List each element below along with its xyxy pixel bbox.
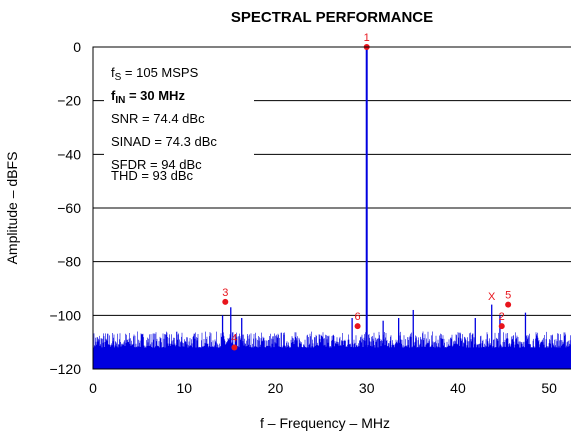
marker-dot	[231, 344, 238, 351]
marker-dot	[354, 323, 361, 330]
stats-box	[104, 59, 254, 185]
marker-label: 4	[231, 333, 237, 345]
marker-label: 3	[222, 287, 228, 299]
sfdr-annotation: SFDR = 94 dBc	[111, 157, 202, 172]
y-axis-label: Amplitude – dBFS	[4, 152, 20, 265]
marker-label: 2	[499, 311, 505, 323]
marker-dot	[505, 301, 512, 308]
snr-annotation: SNR = 74.4 dBc	[111, 111, 205, 126]
y-tick-label: 0	[73, 39, 81, 55]
marker-dot	[222, 298, 229, 305]
y-tick-labels: 0 −20 −40 −60 −80 −100 −120	[49, 39, 81, 377]
x-tick-label: 50	[541, 380, 557, 396]
y-tick-label: −100	[49, 307, 81, 323]
y-tick-label: −60	[57, 200, 81, 216]
x-tick-label: 10	[176, 380, 192, 396]
markers: 1 3 4 6 X25	[222, 32, 511, 351]
y-tick-label: −80	[57, 254, 81, 270]
stats-text: fS = 105 MSPS fIN = 30 MHz SNR = 74.4 dB…	[111, 65, 217, 183]
marker-dot	[498, 323, 505, 330]
y-tick-label: −20	[57, 93, 81, 109]
marker-label: 5	[505, 290, 511, 302]
x-tick-label: 20	[268, 380, 284, 396]
fin-annotation: fIN = 30 MHz	[111, 88, 185, 106]
marker-label: 6	[355, 311, 361, 323]
x-tick-label: 30	[359, 380, 375, 396]
y-tick-label: −120	[49, 361, 81, 377]
chart-title: SPECTRAL PERFORMANCE	[231, 9, 433, 26]
spectrum-trace	[93, 47, 571, 369]
thd-annotation: THD = 93 dBc	[111, 168, 194, 183]
fs-annotation: fS = 105 MSPS	[111, 65, 199, 83]
y-tick-label: −40	[57, 146, 81, 162]
marker-label: 1	[364, 32, 370, 44]
marker-label: X	[488, 291, 496, 303]
plot-frame	[92, 46, 571, 370]
x-axis-label: f – Frequency – MHz	[260, 415, 390, 431]
x-tick-labels: 0 10 20 30 40 50	[89, 380, 557, 396]
sinad-annotation: SINAD = 74.3 dBc	[111, 134, 217, 149]
x-tick-label: 0	[89, 380, 97, 396]
x-tick-label: 40	[450, 380, 466, 396]
